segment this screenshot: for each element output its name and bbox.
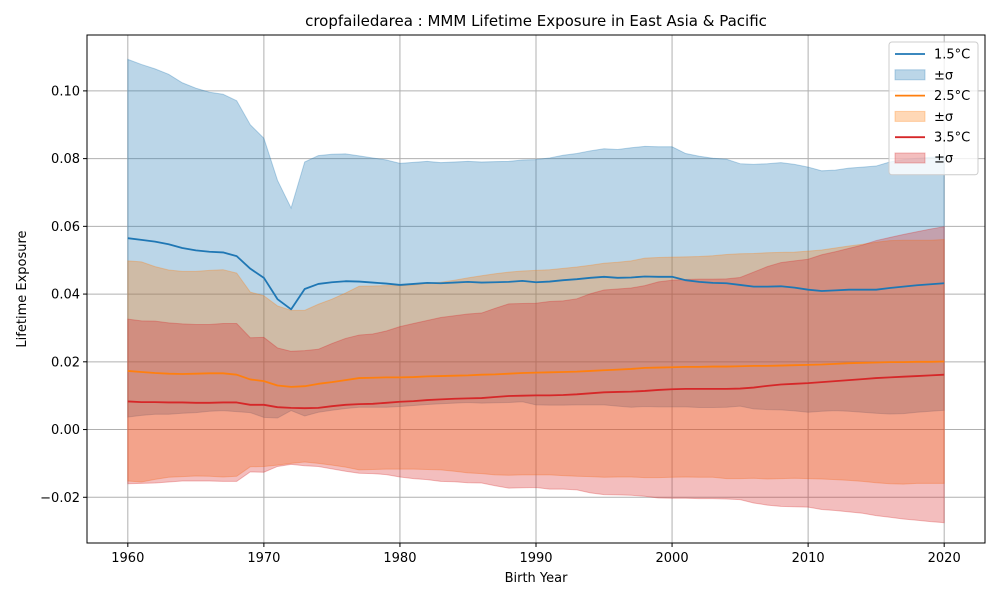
series-line xyxy=(127,373,945,410)
legend-box xyxy=(888,41,979,176)
sigma-band xyxy=(127,226,945,524)
legend-series-label: 1.5°C xyxy=(934,48,970,63)
legend-band-label: ±σ xyxy=(934,110,953,125)
legend-band-swatch xyxy=(894,152,926,164)
legend: 1.5°C ±σ 2.5°C ±σ 3.5°C ±σ xyxy=(888,41,979,176)
x-tick-label: 2000 xyxy=(656,551,689,566)
legend-band-swatch xyxy=(894,69,926,81)
y-axis-label: Lifetime Exposure xyxy=(15,230,30,347)
y-tick-label: 0.02 xyxy=(51,355,80,370)
sigma-band xyxy=(127,58,945,419)
y-tick-label: 0.10 xyxy=(51,84,80,99)
series-line xyxy=(127,360,945,388)
sigma-bands xyxy=(127,58,945,524)
chart-title: cropfailedarea : MMM Lifetime Exposure i… xyxy=(305,12,767,30)
x-tick-label: 2010 xyxy=(792,551,825,566)
y-tick-label: −0.02 xyxy=(40,491,80,506)
legend-band-swatch xyxy=(894,110,926,122)
series-lines xyxy=(127,237,945,410)
legend-band-label: ±σ xyxy=(934,68,953,83)
x-tick-label: 1980 xyxy=(383,551,416,566)
grid xyxy=(87,35,985,543)
legend-band-label: ±σ xyxy=(934,152,953,167)
y-tick-label: 0.00 xyxy=(51,423,80,438)
x-tick-label: 2020 xyxy=(928,551,961,566)
legend-series-label: 3.5°C xyxy=(934,131,970,146)
x-axis-label: Birth Year xyxy=(505,571,569,586)
x-tick-label: 1960 xyxy=(111,551,144,566)
x-tick-label: 1990 xyxy=(519,551,552,566)
y-axis-ticks: −0.02 0.00 0.02 0.04 0.06 0.08 0.10 xyxy=(40,84,87,506)
x-tick-label: 1970 xyxy=(247,551,280,566)
y-tick-label: 0.04 xyxy=(51,288,80,303)
x-axis-ticks: 1960 1970 1980 1990 2000 2010 2020 xyxy=(111,543,961,566)
series-line xyxy=(127,237,945,311)
y-tick-label: 0.06 xyxy=(51,220,80,235)
y-tick-label: 0.08 xyxy=(51,152,80,167)
legend-series-label: 2.5°C xyxy=(934,89,970,104)
